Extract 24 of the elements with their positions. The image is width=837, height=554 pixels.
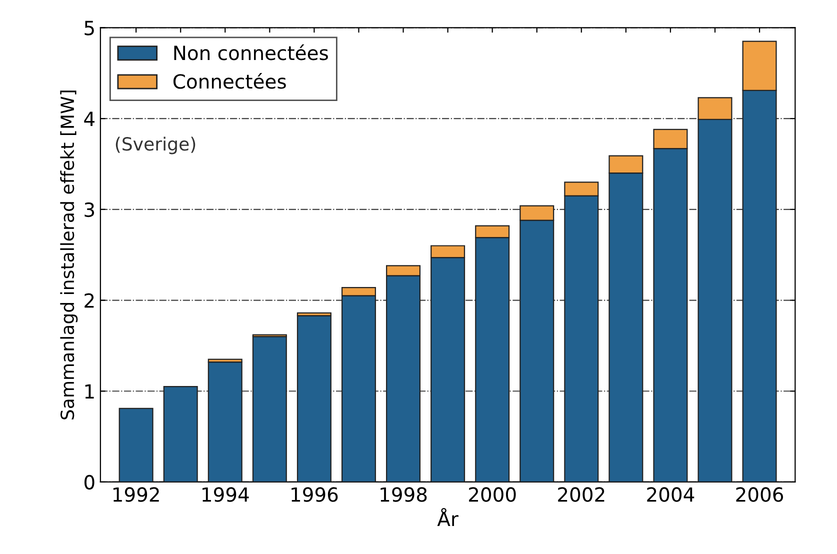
x-tick-label: 1998 [380,487,427,502]
bar [163,386,198,482]
legend-label: Connectées [173,72,286,89]
annotation: (Sverige) [116,136,196,154]
y-tick-label: 3 [84,202,94,218]
x-tick-label: 1994 [202,487,249,502]
y-tick-label: 0 [84,474,94,490]
y-tick-label: 5 [84,20,94,36]
x-tick-label: 2002 [558,487,604,502]
x-tick-label: 1996 [292,487,338,502]
x-tick-label: 2000 [469,487,516,502]
y-tick-label: 4 [84,112,94,126]
legend-label: Non connectées [174,44,328,60]
bar [252,336,287,482]
y-axis-title: Sammanlagd installerad effekt [MW] [60,90,78,420]
y-tick-label: 1 [85,384,94,399]
y-tick-label: 2 [84,293,94,308]
x-tick-label: 2004 [647,487,694,502]
x-axis-title: År [437,508,458,526]
x-tick-label: 1992 [113,487,159,502]
x-tick-label: 2006 [736,487,784,502]
bar [118,408,154,482]
bar [296,315,332,482]
bar [208,361,242,482]
